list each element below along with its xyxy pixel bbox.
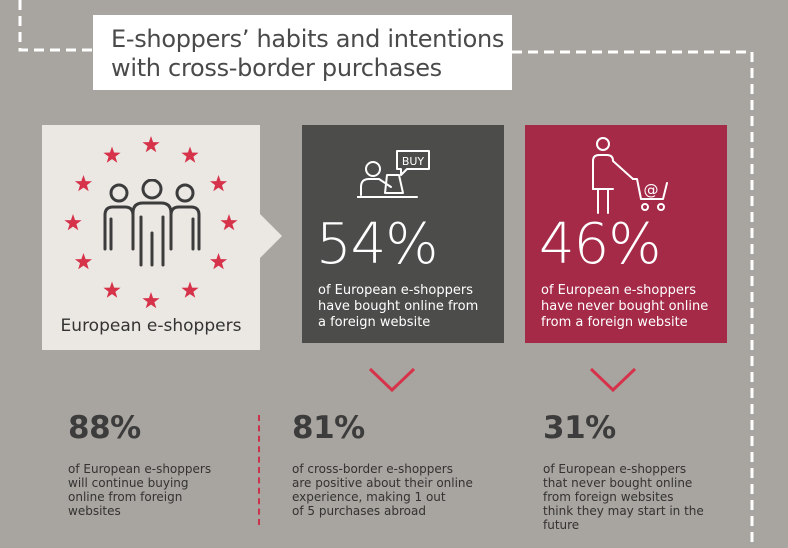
title-line-1: E-shoppers’ habits and intentions <box>111 25 505 53</box>
never-bought-desc: of European e-shoppers have never bought… <box>541 283 708 331</box>
european-eshoppers-panel: European e-shoppers <box>42 125 260 350</box>
stat-may-start-value: 31% <box>543 410 616 446</box>
never-desc-line: from a foreign website <box>541 315 688 330</box>
bought-desc-line: have bought online from <box>318 299 479 314</box>
eu-star-icon <box>103 146 121 163</box>
eu-panel-pointer <box>258 212 282 260</box>
eu-star-icon <box>142 136 160 153</box>
bought-online-box: BUY 54% of European e-shoppers have boug… <box>302 125 504 343</box>
eu-star-icon <box>64 214 82 231</box>
never-bought-value: 46% <box>539 212 661 277</box>
bought-online-value: 54% <box>316 212 438 277</box>
eu-star-icon <box>74 253 92 270</box>
title-box: E-shoppers’ habits and intentions with c… <box>93 15 512 90</box>
eu-star-icon <box>181 281 199 298</box>
stat-desc-line: experience, making 1 out <box>292 490 446 504</box>
eu-star-icon <box>74 175 92 192</box>
stat-desc-line: are positive about their online <box>292 476 473 490</box>
bought-desc-line: of European e-shoppers <box>318 283 473 298</box>
stat-desc-line: online from foreign <box>68 490 183 504</box>
stat-continue-desc: of European e-shoppers will continue buy… <box>68 462 211 518</box>
stat-desc-line: websites <box>68 504 121 518</box>
bought-desc-line: a foreign website <box>318 315 431 330</box>
bought-online-desc: of European e-shoppers have bought onlin… <box>318 283 478 331</box>
eu-star-icon <box>181 146 199 163</box>
never-desc-line: of European e-shoppers <box>541 283 696 298</box>
eu-stars-icon <box>64 136 238 309</box>
stat-desc-line: of cross-border e-shoppers <box>292 462 453 476</box>
never-bought-box: @ 46% of European e-shoppers have never … <box>525 125 727 343</box>
stat-desc-line: future <box>543 518 580 532</box>
eu-star-icon <box>142 292 160 309</box>
stat-desc-line: that never bought online <box>543 476 693 490</box>
title-line-2: with cross-border purchases <box>111 54 442 82</box>
stat-desc-line: of 5 purchases abroad <box>292 504 426 518</box>
eu-star-icon <box>210 253 228 270</box>
stat-desc-line: think they may start in the <box>543 504 704 518</box>
person-shopping-cart-icon: @ <box>592 137 668 214</box>
stat-desc-line: of European e-shoppers <box>68 462 212 476</box>
eu-panel-label: European e-shoppers <box>60 316 242 336</box>
stat-positive-value: 81% <box>292 410 365 446</box>
chevron-down-icon <box>368 367 416 393</box>
stat-may-start-desc: of European e-shoppers that never bought… <box>543 462 704 532</box>
stat-desc-line: from foreign websites <box>543 490 674 504</box>
buy-label: BUY <box>402 155 425 168</box>
dashed-divider <box>258 415 260 525</box>
eu-star-icon <box>103 281 121 298</box>
chevron-down-icon <box>589 367 637 393</box>
stat-desc-line: of European e-shoppers <box>543 462 687 476</box>
eu-star-icon <box>210 175 228 192</box>
people-group-icon <box>103 179 201 267</box>
stat-desc-line: will continue buying <box>68 476 189 490</box>
buy-computer-icon: BUY <box>357 150 430 198</box>
at-sign-label: @ <box>644 181 659 199</box>
stat-positive-desc: of cross-border e-shoppers are positive … <box>292 462 473 518</box>
never-desc-line: have never bought online <box>541 299 709 314</box>
stat-continue-value: 88% <box>68 410 141 446</box>
eu-star-icon <box>220 214 238 231</box>
